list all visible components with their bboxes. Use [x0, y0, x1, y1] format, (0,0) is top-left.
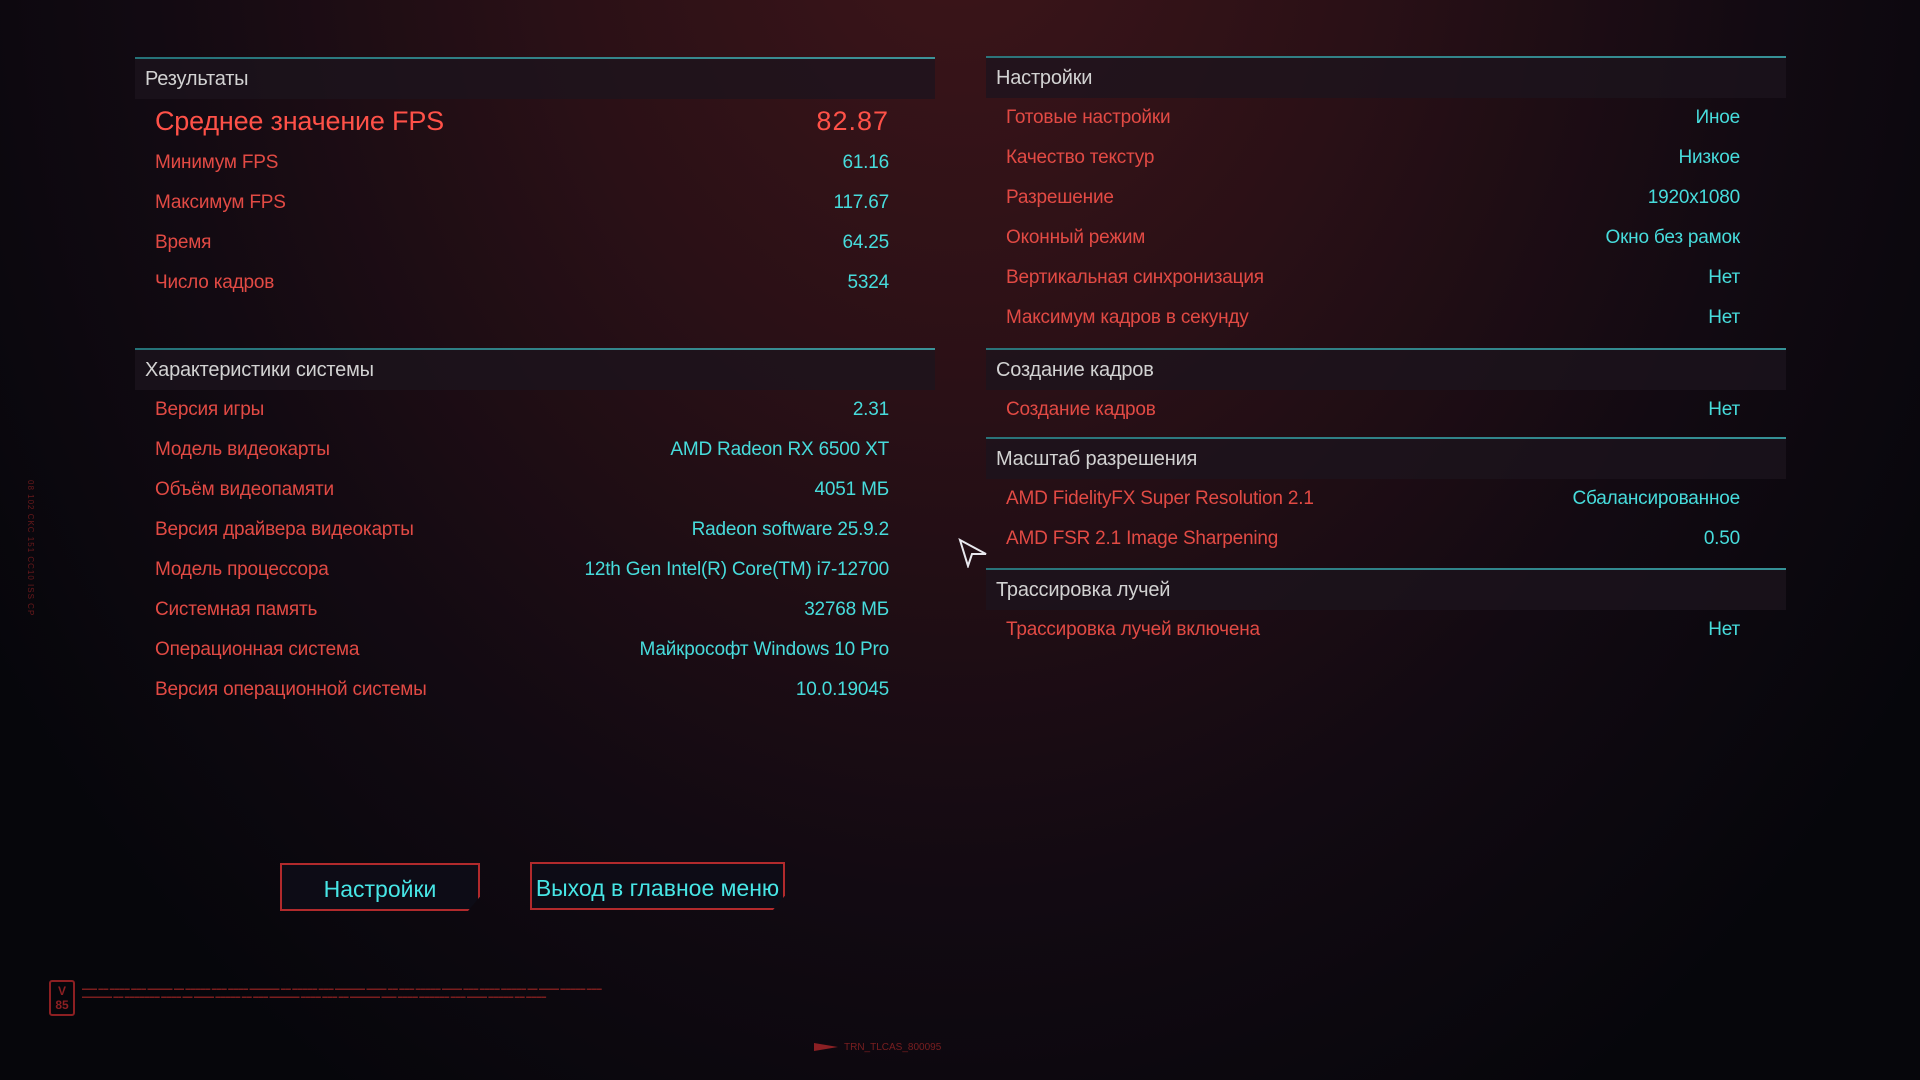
setting-row: Оконный режим Окно без рамок: [986, 218, 1740, 258]
row-label: Версия операционной системы: [155, 679, 427, 700]
row-value: Сбалансированное: [1572, 488, 1741, 509]
settings-panel: Настройки Готовые настройки Иное Качество…: [986, 56, 1786, 338]
row-value: 82.87: [816, 106, 889, 136]
result-row: Максимум FPS 117.67: [135, 183, 889, 223]
divider: [135, 348, 935, 350]
row-label: Модель процессора: [155, 559, 329, 580]
row-label: Операционная система: [155, 639, 360, 660]
system-row: Модель процессора 12th Gen Intel(R) Core(…: [135, 550, 889, 590]
legal-text: ▬▬▬ ▬▬ ▬▬▬▬ ▬▬▬ ▬▬▬▬▬ ▬▬ ▬▬▬▬▬ ▬▬▬ ▬▬▬▬ …: [82, 986, 602, 1000]
row-value: Иное: [1695, 107, 1741, 128]
system-row: Модель видеокарты AMD Radeon RX 6500 XT: [135, 430, 889, 470]
row-value: 64.25: [842, 232, 889, 253]
setting-row: AMD FidelityFX Super Resolution 2.1 Сбала…: [986, 479, 1740, 519]
divider: [986, 437, 1786, 439]
result-row: Число кадров 5324: [135, 263, 889, 303]
system-row: Версия операционной системы 10.0.19045: [135, 670, 889, 710]
row-label: AMD FidelityFX Super Resolution 2.1: [1006, 488, 1314, 509]
row-label: Вертикальная синхронизация: [1006, 267, 1264, 288]
row-label: AMD FSR 2.1 Image Sharpening: [1006, 528, 1279, 549]
system-row: Системная память 32768 МБ: [135, 590, 889, 630]
row-value: 0.50: [1703, 528, 1740, 549]
setting-row: AMD FSR 2.1 Image Sharpening 0.50: [986, 519, 1740, 559]
divider: [986, 56, 1786, 58]
row-value: 117.67: [833, 192, 889, 213]
row-value: Нет: [1708, 267, 1740, 288]
row-value: 1920x1080: [1647, 187, 1740, 208]
row-label: Время: [155, 232, 212, 253]
frame-generation-panel: Создание кадров Создание кадров Нет: [986, 348, 1786, 430]
setting-row: Вертикальная синхронизация Нет: [986, 258, 1740, 298]
divider: [986, 348, 1786, 350]
section-header: Трассировка лучей: [986, 570, 1786, 610]
row-label: Минимум FPS: [155, 152, 279, 173]
section-header: Результаты: [135, 59, 935, 99]
row-value: Майкрософт Windows 10 Pro: [639, 639, 890, 660]
row-value: Нет: [1708, 307, 1740, 328]
setting-row: Качество текстур Низкое: [986, 138, 1740, 178]
arrow-icon: [814, 1043, 838, 1052]
section-header: Настройки: [986, 58, 1786, 98]
row-label: Оконный режим: [1006, 227, 1146, 248]
side-code: 08 102 CKC 151 CC10 ISS CP: [26, 480, 35, 617]
row-value: Radeon software 25.9.2: [691, 519, 890, 540]
system-row: Объём видеопамяти 4051 МБ: [135, 470, 889, 510]
trn-code: TRN_TLCAS_800095: [814, 1042, 941, 1053]
setting-row: Трассировка лучей включена Нет: [986, 610, 1740, 650]
row-label: Версия игры: [155, 399, 265, 420]
row-value: Низкое: [1678, 147, 1740, 168]
section-header: Масштаб разрешения: [986, 439, 1786, 479]
row-value: 32768 МБ: [804, 599, 889, 620]
section-header: Создание кадров: [986, 350, 1786, 390]
row-value: Окно без рамок: [1605, 227, 1740, 248]
row-value: 2.31: [852, 399, 889, 420]
row-value: 61.16: [842, 152, 889, 173]
row-value: 5324: [847, 272, 890, 293]
ray-tracing-panel: Трассировка лучей Трассировка лучей вклю…: [986, 568, 1786, 650]
result-row: Время 64.25: [135, 223, 889, 263]
row-label: Максимум кадров в секунду: [1006, 307, 1249, 328]
row-value: Нет: [1708, 399, 1740, 420]
result-row: Минимум FPS 61.16: [135, 143, 889, 183]
row-value: Нет: [1708, 619, 1740, 640]
row-label: Модель видеокарты: [155, 439, 330, 460]
resolution-scaling-panel: Масштаб разрешения AMD FidelityFX Super …: [986, 437, 1786, 559]
version-badge-logo: V 85: [49, 980, 75, 1016]
exit-to-main-menu-button[interactable]: Выход в главное меню: [530, 862, 785, 910]
divider: [986, 568, 1786, 570]
results-panel: Результаты Среднее значение FPS 82.87 Мин…: [135, 57, 935, 303]
system-row: Версия драйвера видеокарты Radeon softwar…: [135, 510, 889, 550]
row-label: Качество текстур: [1006, 147, 1155, 168]
row-value: 10.0.19045: [795, 679, 889, 700]
setting-row: Максимум кадров в секунду Нет: [986, 298, 1740, 338]
section-header: Характеристики системы: [135, 350, 935, 390]
row-label: Число кадров: [155, 272, 275, 293]
row-label: Трассировка лучей включена: [1006, 619, 1260, 640]
setting-row: Готовые настройки Иное: [986, 98, 1740, 138]
average-fps-row: Среднее значение FPS 82.87: [135, 99, 889, 143]
trn-code-text: TRN_TLCAS_800095: [844, 1042, 942, 1053]
setting-row: Разрешение 1920x1080: [986, 178, 1740, 218]
row-label: Готовые настройки: [1006, 107, 1171, 128]
row-value: AMD Radeon RX 6500 XT: [670, 439, 889, 460]
row-label: Объём видеопамяти: [155, 479, 334, 500]
row-label: Создание кадров: [1006, 399, 1156, 420]
row-label: Разрешение: [1006, 187, 1114, 208]
system-row: Операционная система Майкрософт Windows 1…: [135, 630, 889, 670]
system-row: Версия игры 2.31: [135, 390, 889, 430]
row-label: Версия драйвера видеокарты: [155, 519, 414, 540]
system-panel: Характеристики системы Версия игры 2.31 М…: [135, 348, 935, 710]
row-value: 12th Gen Intel(R) Core(TM) i7-12700: [584, 559, 889, 580]
row-label: Среднее значение FPS: [155, 106, 444, 136]
divider: [135, 57, 935, 59]
cursor-icon: [958, 538, 987, 568]
settings-button[interactable]: Настройки: [280, 863, 480, 911]
setting-row: Создание кадров Нет: [986, 390, 1740, 430]
row-value: 4051 МБ: [814, 479, 890, 500]
row-label: Максимум FPS: [155, 192, 286, 213]
row-label: Системная память: [155, 599, 318, 620]
